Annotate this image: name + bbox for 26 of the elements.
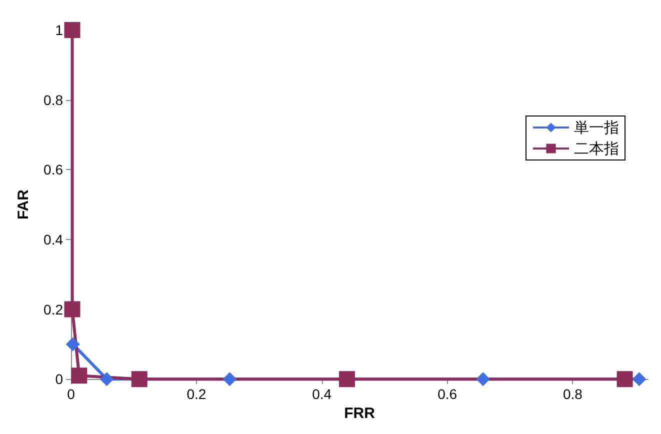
point	[616, 371, 633, 388]
x-tick-label: 0.6	[438, 386, 458, 402]
legend-label: 単一指	[574, 118, 619, 136]
y-tick-label: 0.8	[44, 92, 64, 108]
point	[222, 372, 237, 386]
point	[338, 371, 355, 388]
point	[66, 337, 80, 352]
y-tick-label: 0.4	[44, 231, 64, 248]
x-tick-label: 0	[67, 386, 76, 402]
y-tick-label: 0.2	[44, 301, 64, 318]
y-axis-title: FAR	[15, 189, 32, 220]
point	[476, 372, 490, 386]
x-tick-label: 0.2	[186, 386, 206, 402]
point	[64, 301, 80, 318]
y-tick-label: 1	[55, 22, 64, 38]
point	[71, 368, 88, 384]
point	[131, 371, 148, 388]
legend-label: 二本指	[574, 140, 619, 158]
x-tick-label: 0.8	[563, 386, 583, 402]
y-tick-label: 0.6	[44, 162, 64, 178]
point	[64, 22, 80, 38]
x-tick-label: 0.4	[312, 386, 332, 402]
x-axis-title: FRR	[344, 405, 376, 422]
point	[632, 372, 646, 386]
point	[100, 372, 114, 386]
y-tick-label: 0	[55, 371, 64, 388]
